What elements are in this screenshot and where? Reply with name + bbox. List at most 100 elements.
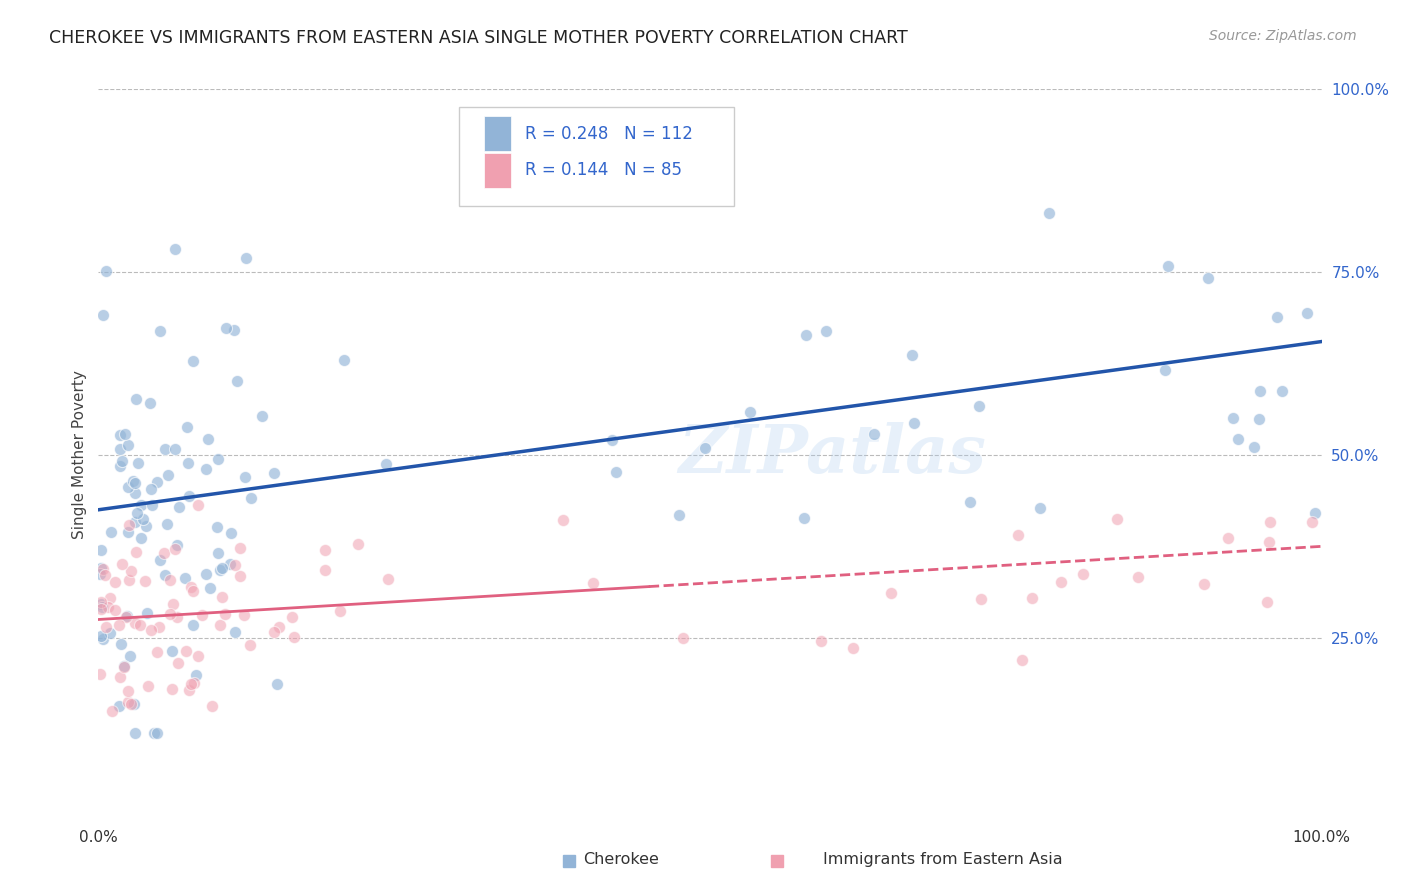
Text: Cherokee: Cherokee [583,852,659,867]
Point [880,586,903,600]
Point [94,568,117,582]
Point [215,321,238,335]
Point [181,584,204,599]
Point [211,590,233,604]
Point [863,427,886,442]
Point [207,546,229,560]
Point [118,517,141,532]
Text: Source: ZipAtlas.com: Source: ZipAtlas.com [1209,29,1357,43]
Point [1249,384,1271,399]
Point [124,475,146,490]
Point [166,538,188,552]
Point [1107,512,1129,526]
Point [581,576,603,591]
Point [177,682,200,697]
Point [127,506,149,520]
Point [89,666,111,681]
Point [135,518,157,533]
Point [146,726,169,740]
Point [90,560,112,574]
Point [693,441,716,455]
Point [333,352,356,367]
Point [219,557,242,571]
Point [118,573,141,587]
Point [125,544,148,558]
Point [122,698,145,712]
Point [110,637,132,651]
Point [1301,515,1323,529]
Point [214,607,236,621]
Point [201,699,224,714]
Point [211,561,233,575]
Point [160,644,183,658]
Point [239,639,262,653]
Point [180,580,202,594]
Point [108,442,131,456]
Point [153,568,176,582]
Point [163,242,186,256]
Point [134,574,156,589]
Point [167,500,190,515]
Point [197,432,219,446]
Point [108,427,131,442]
Point [1029,501,1052,516]
Point [101,704,124,718]
Point [124,392,146,406]
Bar [484,116,510,152]
Point [314,542,336,557]
Point [208,563,231,577]
Point [814,324,837,338]
Point [1153,362,1175,376]
Point [221,525,243,540]
Point [600,433,623,447]
Point [111,557,134,571]
Point [104,602,127,616]
Point [160,681,183,696]
Point [551,513,574,527]
Point [1126,570,1149,584]
Point [224,323,246,337]
Point [283,630,305,644]
Point [117,609,139,624]
Point [124,726,146,740]
Point [194,461,217,475]
Point [177,456,200,470]
Point [93,562,115,576]
Point [672,631,695,645]
Y-axis label: Single Mother Poverty: Single Mother Poverty [72,370,87,540]
Point [90,595,112,609]
Point [108,458,131,473]
Point [1258,515,1281,529]
Point [176,420,198,434]
Point [191,608,214,623]
Point [229,569,252,583]
Point [149,324,172,338]
Point [156,516,179,531]
Point [114,427,136,442]
Point [139,623,162,637]
Point [90,597,112,611]
Point [98,591,121,605]
Point [1157,259,1180,273]
Point [1256,595,1278,609]
Point [120,564,142,578]
Point [186,667,208,681]
Point [1303,506,1326,520]
Point [194,567,217,582]
Point [1295,306,1317,320]
Text: R = 0.248   N = 112: R = 0.248 N = 112 [526,125,693,143]
Point [90,629,112,643]
Point [1216,531,1239,545]
Point [104,574,127,589]
Point [117,524,139,539]
Point [146,644,169,658]
Point [176,644,198,658]
Point [96,264,118,278]
Point [91,632,114,646]
Point [100,525,122,540]
Point [250,409,273,424]
Point [375,457,398,471]
Point [187,498,209,512]
Point [112,658,135,673]
Point [239,491,262,505]
